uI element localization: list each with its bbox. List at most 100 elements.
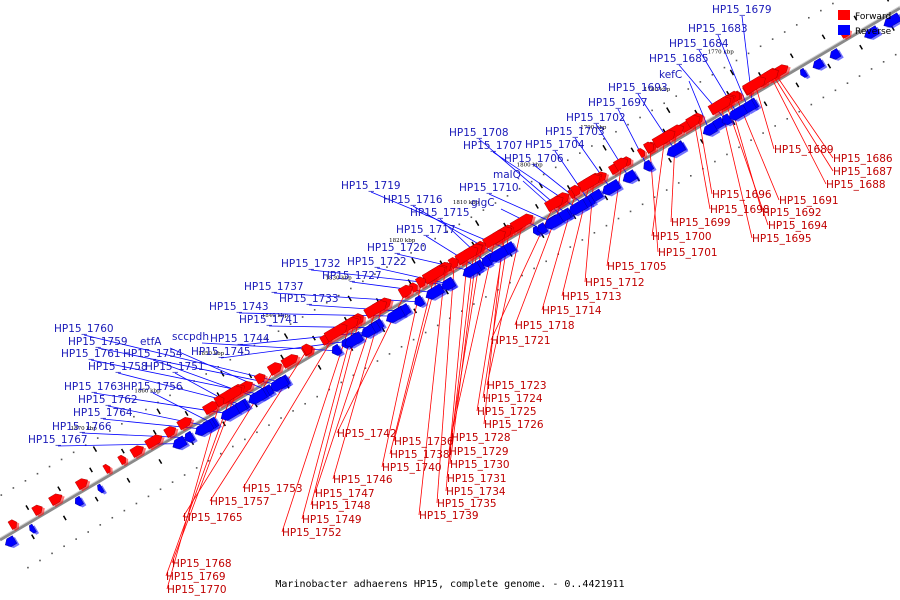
gene-label-forward: HP15_1698 (710, 204, 770, 216)
gene-hp15-1757 (301, 343, 315, 357)
guide-dot (145, 408, 147, 411)
guide-dot (615, 130, 617, 133)
gene-body (323, 323, 348, 343)
gene-arrow-forward (74, 478, 91, 492)
guide-dot (159, 488, 162, 491)
gene-label-forward: HP15_1713 (562, 291, 622, 303)
guide-dot (470, 216, 473, 219)
tick-label: 1850 kbp (198, 351, 225, 357)
guide-dot (12, 487, 15, 489)
gene-label-reverse: HP15_1754 (123, 348, 183, 360)
guide-dot (169, 394, 171, 397)
guide-dot (820, 9, 822, 12)
tick-mark (602, 144, 607, 151)
guide-dot (639, 116, 641, 119)
feature-marker (821, 34, 826, 40)
gene-label-reverse: HP15_1744 (210, 333, 270, 345)
guide-dot (0, 494, 3, 496)
gene-label-forward: HP15_1689 (774, 144, 834, 156)
gene-label-forward: HP15_1735 (437, 498, 497, 510)
tick-mark (156, 408, 161, 415)
gene-label-forward: HP15_1701 (658, 247, 718, 259)
feature-marker (859, 44, 864, 50)
gene-hp15-1770 (213, 395, 227, 409)
gene-body (386, 306, 406, 323)
gene-label-forward: HP15_1694 (768, 220, 828, 232)
gene-label-forward: HP15_1734 (446, 486, 506, 498)
feature-marker (94, 496, 99, 502)
gene-arrow-forward (280, 354, 301, 370)
guide-dot (337, 294, 340, 297)
gene-label-reverse: HP15_1707 (463, 140, 523, 152)
gene-body (5, 535, 18, 547)
tick-mark (411, 257, 416, 264)
connector-line (483, 233, 504, 425)
guide-dot (485, 296, 487, 298)
gene-label-reverse: HP15_1704 (525, 139, 585, 151)
connector-line (450, 237, 496, 438)
guide-dot (229, 358, 232, 361)
gene-arrow-forward (129, 445, 147, 460)
gene-label-reverse: HP15_1720 (367, 242, 427, 254)
gene-arrow-forward (253, 373, 268, 386)
gene-arrow-reverse (829, 48, 844, 61)
guide-dot (147, 495, 150, 498)
gene-hp15-1695 (707, 96, 734, 117)
gene-hp15-1714 (569, 184, 584, 198)
feature-marker (886, 0, 890, 2)
gene-label-forward: HP15_1725 (477, 406, 537, 418)
connector-line (774, 72, 834, 159)
gene-label-reverse: HP15_1743 (209, 301, 269, 313)
gene-label-reverse: HP15_1759 (68, 336, 128, 348)
gene-body (301, 343, 313, 356)
guide-dot (181, 387, 183, 390)
feature-marker (445, 289, 449, 295)
guide-dot (133, 415, 135, 418)
gene-body (800, 67, 809, 78)
guide-dot (846, 82, 849, 84)
guide-dot (641, 203, 644, 206)
guide-dot (518, 187, 521, 190)
gene-label-forward: HP15_1742 (337, 428, 397, 440)
gene-label-reverse: HP15_1706 (504, 153, 564, 165)
guide-dot (870, 68, 873, 70)
gene-label-forward: HP15_1765 (183, 512, 243, 524)
gene-label-reverse: HP15_1760 (54, 323, 114, 335)
guide-dot (374, 273, 376, 276)
gene-hp15-1693 (666, 140, 689, 159)
guide-dot (569, 246, 572, 248)
guide-dot (617, 217, 620, 220)
gene-arrow-forward (202, 401, 222, 417)
guide-dot (410, 252, 412, 254)
guide-dot (689, 175, 692, 177)
guide-dot (121, 423, 123, 425)
guide-dot (810, 103, 813, 106)
gene-body (742, 76, 766, 95)
gene-label-reverse: HP15_1756 (123, 381, 183, 393)
gene-hp15-1702 (622, 169, 641, 185)
guide-dot (207, 459, 210, 462)
gene-label-forward: HP15_1731 (447, 473, 507, 485)
gene-label-reverse: HP15_1693 (608, 82, 668, 94)
guide-dot (448, 317, 451, 320)
gene-body (829, 48, 842, 60)
gene-label-forward: HP15_1700 (652, 231, 712, 243)
gene-body (702, 121, 718, 136)
gene-label-forward: HP15_1746 (333, 474, 393, 486)
gene-body (253, 373, 266, 385)
gene-label-reverse: kefC (659, 69, 682, 81)
gene-body (75, 495, 85, 507)
gene-label-reverse: HP15_1683 (688, 23, 748, 35)
feature-marker (763, 101, 768, 107)
gene-label-reverse: HP15_1766 (52, 421, 112, 433)
guide-dot (593, 231, 596, 234)
connector-line (554, 150, 590, 202)
guide-dot (171, 481, 174, 483)
gene-body (163, 426, 177, 438)
gene-label-reverse: HP15_1717 (396, 224, 456, 236)
connector-line (351, 281, 435, 294)
guide-dot (328, 388, 331, 391)
gene-arrow-forward (176, 417, 195, 432)
connector-line (488, 193, 554, 223)
gene-body (172, 435, 188, 450)
